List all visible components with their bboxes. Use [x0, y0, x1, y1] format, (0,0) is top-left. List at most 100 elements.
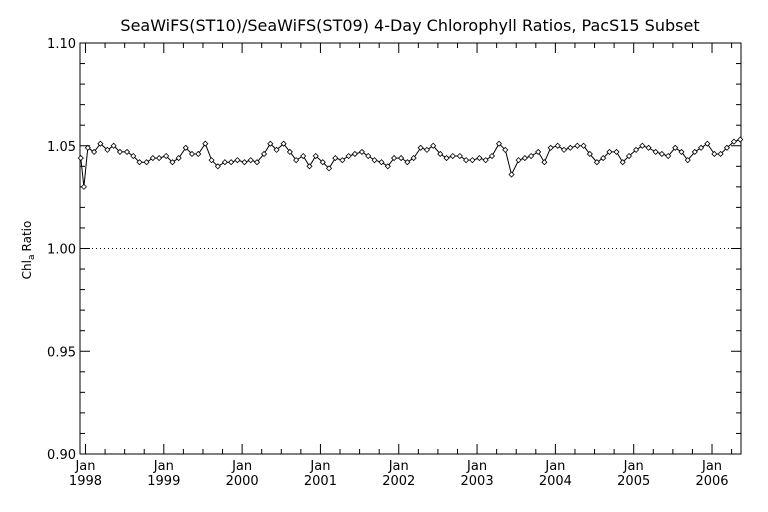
- y-axis-label: Chla Ratio: [20, 221, 37, 280]
- data-point: [77, 155, 84, 162]
- data-point: [443, 155, 450, 162]
- data-point: [398, 155, 405, 162]
- data-point: [80, 183, 87, 190]
- data-point: [521, 155, 528, 162]
- data-point: [130, 152, 137, 160]
- data-point: [567, 144, 574, 151]
- data-point: [280, 140, 287, 147]
- x-tick-label-month: Jan: [466, 459, 487, 474]
- data-point: [149, 155, 156, 162]
- data-point: [508, 171, 515, 178]
- data-point: [221, 159, 228, 166]
- data-point: [410, 155, 417, 162]
- y-tick-label: 1.05: [47, 140, 76, 155]
- x-tick-label-year: 1999: [147, 474, 180, 489]
- data-point: [365, 152, 372, 160]
- data-point: [639, 142, 646, 149]
- x-tick-label-year: 2003: [461, 474, 494, 489]
- data-point: [143, 159, 150, 166]
- data-point: [541, 159, 548, 166]
- data-point: [554, 142, 561, 149]
- data-point: [417, 144, 424, 151]
- data-point: [136, 159, 143, 166]
- y-axis-label-subscript: a: [27, 254, 37, 260]
- data-point: [476, 155, 483, 162]
- data-point: [123, 148, 131, 155]
- data-point: [678, 148, 685, 155]
- data-point: [97, 140, 104, 147]
- x-axis: Jan1998Jan1999Jan2000Jan2001Jan2002Jan20…: [69, 43, 733, 489]
- x-tick-label-year: 2002: [382, 474, 415, 489]
- data-point: [214, 163, 221, 170]
- data-point: [241, 159, 248, 166]
- data-point: [175, 155, 182, 162]
- data-point: [247, 157, 254, 164]
- data-point: [91, 148, 98, 155]
- x-tick-label-month: Jan: [544, 459, 565, 474]
- data-point: [156, 155, 163, 162]
- data-point: [371, 157, 378, 164]
- data-point: [535, 148, 542, 155]
- data-point: [84, 144, 91, 151]
- y-tick-label: 0.90: [47, 448, 76, 463]
- plot-frame: [79, 42, 742, 455]
- data-point: [697, 144, 705, 151]
- x-tick-label-month: Jan: [388, 459, 409, 474]
- data-point: [378, 159, 385, 166]
- y-tick-label: 1.00: [47, 243, 76, 258]
- data-point: [110, 142, 117, 149]
- data-point: [737, 136, 744, 143]
- data-point: [312, 152, 319, 160]
- x-tick-label-month: Jan: [309, 459, 330, 474]
- data-point: [600, 155, 607, 162]
- data-point: [293, 157, 300, 164]
- data-point: [449, 152, 456, 160]
- data-point: [273, 146, 280, 153]
- data-point: [469, 157, 476, 164]
- data-point: [169, 159, 176, 166]
- data-point: [456, 152, 463, 160]
- data-point: [260, 150, 268, 158]
- x-tick-label-year: 2001: [304, 474, 337, 489]
- data-point: [652, 148, 659, 155]
- data-point: [163, 152, 170, 160]
- data-point: [253, 159, 261, 166]
- data-point: [351, 150, 358, 158]
- data-point: [711, 150, 718, 158]
- y-tick-label: 0.95: [47, 345, 76, 360]
- data-point: [488, 152, 496, 160]
- data-point: [625, 152, 633, 160]
- data-point: [574, 142, 581, 149]
- data-point: [730, 138, 738, 145]
- data-point: [195, 150, 202, 158]
- data-point: [704, 140, 711, 147]
- chart-title: SeaWiFS(ST10)/SeaWiFS(ST09) 4-Day Chloro…: [120, 16, 699, 35]
- data-point: [267, 140, 274, 147]
- data-point: [691, 148, 698, 155]
- data-point: [502, 146, 509, 153]
- data-point: [684, 157, 691, 164]
- data-point: [208, 157, 215, 164]
- data-point: [606, 148, 613, 155]
- data-point: [306, 163, 313, 170]
- x-tick-label-year: 2005: [617, 474, 650, 489]
- data-point: [437, 150, 444, 158]
- x-tick-label-year: 2004: [539, 474, 572, 489]
- data-point: [325, 165, 333, 172]
- data-point: [495, 140, 503, 147]
- data-point: [202, 140, 209, 147]
- data-point: [286, 148, 293, 155]
- data-point: [658, 150, 665, 158]
- y-axis-label-main: Chl: [20, 260, 34, 279]
- y-axis: 0.90 0.95 1.00 1.05 1.10: [47, 37, 741, 463]
- data-point: [632, 146, 640, 153]
- data-point: [580, 142, 587, 149]
- data-point: [116, 148, 124, 155]
- x-tick-label-month: Jan: [701, 459, 722, 474]
- data-point: [547, 144, 554, 151]
- x-tick-label-year: 1998: [69, 474, 102, 489]
- data-point: [234, 157, 241, 164]
- data-point: [463, 157, 470, 164]
- data-point: [430, 142, 437, 149]
- y-axis-label-rest: Ratio: [20, 221, 34, 252]
